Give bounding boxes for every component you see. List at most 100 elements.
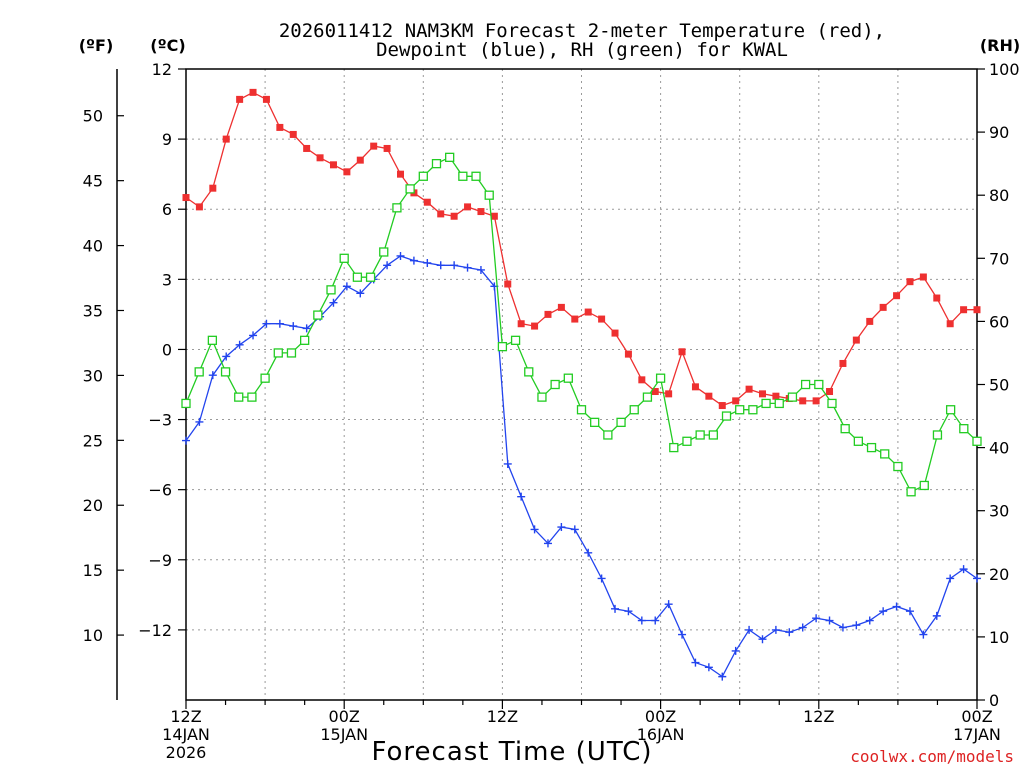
rh-tick-label: 20 <box>989 565 1009 584</box>
data-point <box>571 315 579 323</box>
data-point <box>960 306 968 314</box>
data-point <box>718 672 727 681</box>
x-tick-time-label: 12Z <box>487 707 518 726</box>
data-point <box>839 359 847 367</box>
data-point <box>445 152 455 162</box>
data-point <box>655 373 666 383</box>
data-point <box>866 317 874 325</box>
series-1 <box>182 251 981 681</box>
fahrenheit-tick-label: 25 <box>83 431 103 450</box>
data-point <box>222 352 231 361</box>
data-point <box>517 320 525 328</box>
data-point <box>339 253 349 263</box>
data-point <box>249 331 258 340</box>
data-point <box>745 385 753 393</box>
data-point <box>490 212 498 220</box>
data-point <box>273 348 283 358</box>
data-point <box>642 392 653 402</box>
data-point <box>933 294 941 302</box>
data-point <box>704 663 713 672</box>
data-point <box>772 392 780 400</box>
rh-tick-label: 70 <box>989 249 1009 268</box>
celsius-tick-label: 3 <box>162 270 172 289</box>
data-point <box>464 203 472 211</box>
data-point <box>450 212 458 220</box>
data-point <box>624 350 632 358</box>
data-point <box>182 194 190 202</box>
celsius-tick-label: 6 <box>162 200 172 219</box>
data-point <box>865 616 874 625</box>
data-point <box>761 398 771 409</box>
data-point <box>731 646 740 655</box>
data-point <box>235 340 244 349</box>
data-point <box>530 525 539 534</box>
data-point <box>812 614 821 623</box>
data-point <box>852 621 861 630</box>
data-point <box>299 335 310 345</box>
x-tick-time-label: 00Z <box>329 707 360 726</box>
data-point <box>946 320 954 328</box>
rh-tick-label: 40 <box>989 439 1009 458</box>
data-point <box>893 461 903 472</box>
data-point <box>678 630 687 639</box>
data-point <box>826 388 834 396</box>
data-point <box>342 282 351 291</box>
data-point <box>745 625 754 634</box>
data-point <box>919 273 927 281</box>
data-point <box>437 210 445 218</box>
data-point <box>195 203 203 211</box>
data-point <box>682 436 692 446</box>
data-point <box>758 635 767 644</box>
data-point <box>735 405 745 415</box>
data-point <box>721 411 732 421</box>
data-point <box>423 258 432 267</box>
data-point <box>838 623 847 632</box>
rh-tick-label: 60 <box>989 312 1009 331</box>
data-point <box>207 335 218 345</box>
data-point <box>329 161 337 169</box>
data-point <box>195 417 204 426</box>
data-point <box>732 397 740 405</box>
celsius-unit-label: (ºC) <box>150 36 185 55</box>
chart-title-line2: Dewpoint (blue), RH (green) for KWAL <box>376 39 788 61</box>
fahrenheit-tick-label: 15 <box>83 561 103 580</box>
data-point <box>436 261 445 270</box>
data-point <box>584 308 592 316</box>
celsius-tick-label: −3 <box>148 411 172 430</box>
data-point <box>758 390 766 398</box>
data-point <box>906 278 914 286</box>
data-point <box>866 442 877 453</box>
data-point <box>316 154 324 162</box>
data-point <box>517 492 526 501</box>
data-point <box>852 336 860 344</box>
celsius-tick-label: −9 <box>148 551 172 570</box>
x-axis-label: Forecast Time (UTC) <box>371 737 652 767</box>
data-point <box>959 565 968 574</box>
data-point <box>396 251 405 260</box>
rh-tick-label: 80 <box>989 186 1009 205</box>
data-point <box>463 263 472 272</box>
fahrenheit-tick-label: 50 <box>83 107 103 126</box>
data-point <box>708 430 718 440</box>
rh-unit-label: (RH) <box>980 36 1020 55</box>
data-point <box>286 348 297 358</box>
data-point <box>379 247 389 257</box>
data-point <box>905 607 914 616</box>
data-point <box>289 130 297 138</box>
data-point <box>624 607 633 616</box>
data-point <box>774 398 784 409</box>
data-point <box>194 367 204 377</box>
data-point <box>181 398 191 409</box>
data-point <box>531 322 539 330</box>
data-point <box>343 168 351 176</box>
data-point <box>853 436 863 446</box>
data-point <box>182 436 190 445</box>
data-point <box>691 658 700 667</box>
data-point <box>695 430 705 440</box>
celsius-tick-label: 0 <box>162 340 172 359</box>
data-point <box>972 436 982 446</box>
data-point <box>262 319 271 328</box>
data-point <box>651 616 660 625</box>
grid-lines <box>186 69 977 700</box>
